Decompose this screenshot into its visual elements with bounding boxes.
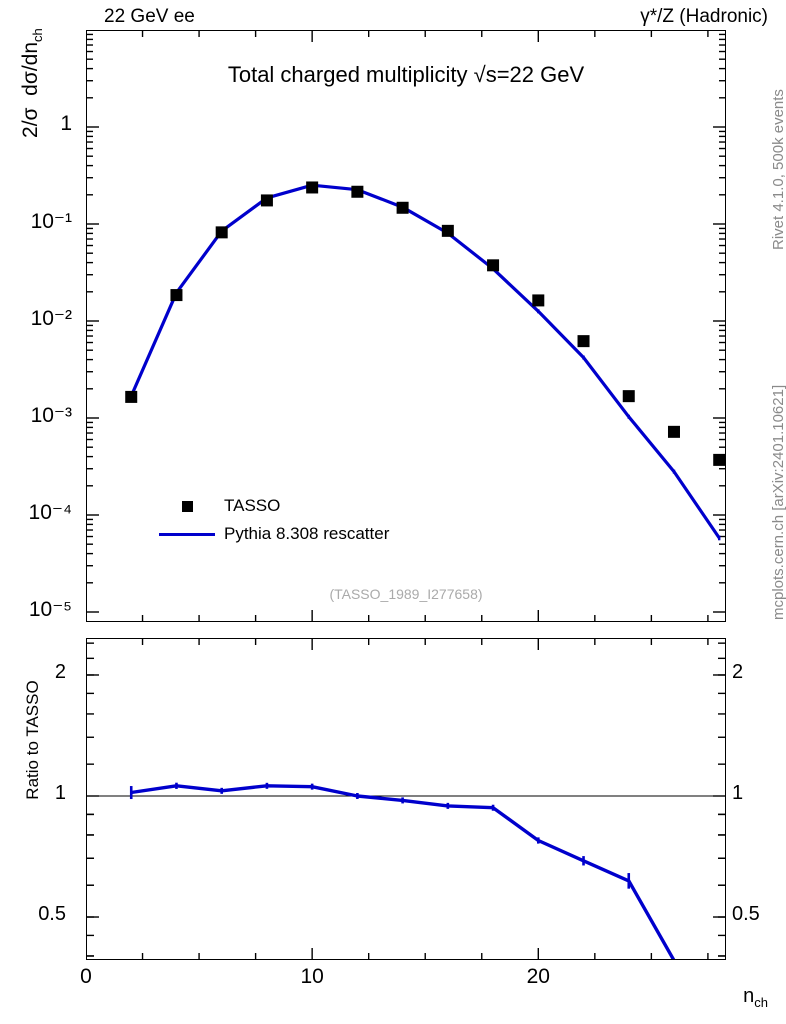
legend-item-data: TASSO bbox=[150, 492, 389, 520]
x-tick-label-2: 20 bbox=[526, 965, 550, 988]
ratio-y-tick-label-left-1: 1 bbox=[54, 782, 66, 804]
y-tick-label-1: 10⁻¹ bbox=[30, 210, 72, 233]
header-beam-label: 22 GeV ee bbox=[104, 6, 195, 27]
plot-title: Total charged multiplicity √s=22 GeV bbox=[227, 62, 585, 87]
y-tick-label-5: 10⁻⁵ bbox=[28, 598, 72, 621]
ratio-y-tick-label-left-0: 2 bbox=[54, 660, 66, 683]
ratio-y-tick-label-left-2: 0.5 bbox=[38, 903, 66, 925]
ratio-plot-panel bbox=[86, 638, 726, 960]
y-tick-label-0: 1 bbox=[60, 112, 72, 135]
legend-label-mc: Pythia 8.308 rescatter bbox=[224, 524, 390, 543]
x-axis-label-subscript: ch bbox=[754, 995, 768, 1010]
y-tick-label-2: 10⁻² bbox=[30, 307, 72, 330]
header-process-label: γ*/Z (Hadronic) bbox=[640, 6, 768, 27]
y-axis-label-main: 2/σ dσ/dnch bbox=[19, 3, 45, 163]
y-tick-label-4: 10⁻⁴ bbox=[28, 501, 72, 524]
y-axis-label-body: dσ/dn bbox=[18, 41, 42, 96]
ratio-y-tick-label-right-2: 0.5 bbox=[732, 903, 760, 925]
x-tick-label-0: 0 bbox=[80, 965, 92, 988]
analysis-id-watermark: (TASSO_1989_I277658) bbox=[329, 586, 483, 602]
legend-line-icon bbox=[150, 532, 224, 536]
ratio-y-tick-label-right-1: 1 bbox=[732, 782, 744, 804]
legend-label-data: TASSO bbox=[224, 496, 281, 515]
x-axis-label-base: n bbox=[743, 985, 755, 1007]
legend-square-marker-icon bbox=[150, 500, 224, 512]
legend: TASSO Pythia 8.308 rescatter bbox=[150, 492, 389, 548]
legend-item-mc: Pythia 8.308 rescatter bbox=[150, 520, 389, 548]
x-axis-label: nch bbox=[743, 985, 768, 1010]
x-tick-label-1: 10 bbox=[300, 965, 324, 988]
ratio-y-tick-label-right-0: 2 bbox=[732, 660, 744, 683]
y-axis-label-subscript: ch bbox=[30, 28, 46, 42]
y-tick-label-3: 10⁻³ bbox=[30, 404, 72, 427]
rivet-version-note: Rivet 4.1.0, 500k events bbox=[770, 89, 786, 250]
mcplots-source-note: mcplots.cern.ch [arXiv:2401.10621] bbox=[770, 384, 786, 620]
